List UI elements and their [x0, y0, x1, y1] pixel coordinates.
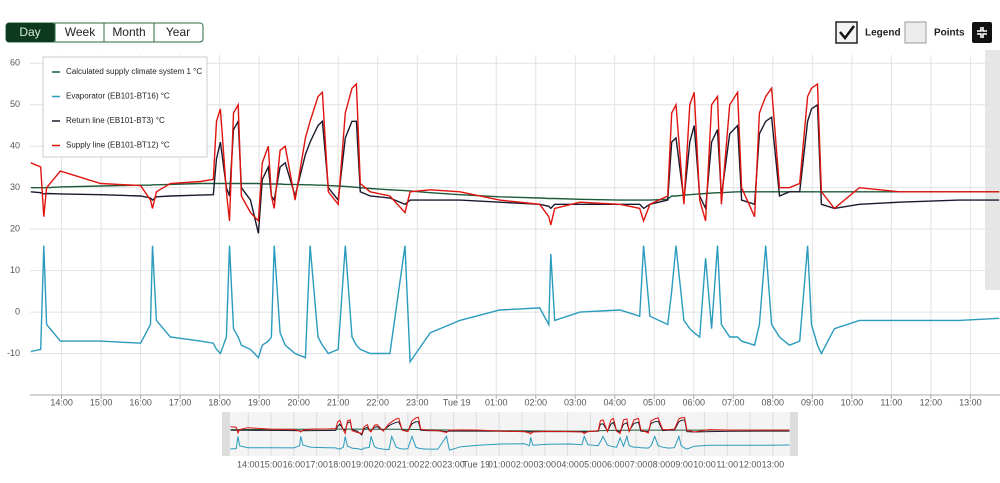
x-tick-label: 21:00 [327, 397, 350, 407]
x-tick-label: 08:00 [762, 397, 785, 407]
fullscreen-button[interactable] [972, 22, 992, 43]
x-tick-label: 22:00 [366, 397, 389, 407]
legend-label: Supply line (EB101-BT12) °C [66, 141, 170, 150]
legend-label: Return line (EB101-BT3) °C [66, 116, 165, 125]
x-tick-label: 03:00 [564, 397, 587, 407]
y-tick-label: 20 [10, 224, 20, 234]
navigator-tick-label: 06:00 [602, 459, 625, 469]
range-button-selected[interactable] [6, 23, 55, 42]
x-tick-label: 14:00 [50, 397, 73, 407]
navigator-tick-label: 18:00 [328, 459, 351, 469]
navigator-tick-label: 21:00 [397, 459, 420, 469]
x-tick-label: 04:00 [604, 397, 627, 407]
navigator-tick-label: 03:00 [534, 459, 557, 469]
series-line [30, 245, 1000, 364]
navigator-tick-label: 13:00 [762, 459, 785, 469]
x-tick-label: 16:00 [129, 397, 152, 407]
navigator-handle[interactable] [790, 412, 798, 456]
y-tick-label: 50 [10, 99, 20, 109]
navigator-line [230, 434, 790, 451]
navigator-tick-label: 22:00 [419, 459, 442, 469]
navigator-tick-label: 16:00 [283, 459, 306, 469]
navigator-tick-label: 17:00 [305, 459, 328, 469]
series-line [30, 182, 1000, 201]
series-line [30, 82, 1000, 226]
navigator-line [230, 419, 790, 436]
points-toggle-label[interactable]: Points [934, 28, 965, 39]
navigator-tick-label: 09:00 [670, 459, 693, 469]
x-tick-label: 23:00 [406, 397, 429, 407]
x-tick-label: 11:00 [880, 397, 902, 407]
navigator-line [230, 416, 790, 436]
navigator-tick-label: 23:00 [442, 459, 465, 469]
x-tick-label: 17:00 [169, 397, 192, 407]
y-tick-label: 10 [10, 265, 20, 275]
navigator-tick-label: Tue 19 [463, 459, 491, 469]
y-tick-label: 0 [15, 306, 20, 316]
x-tick-label: 02:00 [524, 397, 547, 407]
navigator-tick-label: 07:00 [625, 459, 648, 469]
navigator-tick-label: 11:00 [716, 459, 738, 469]
x-tick-label: 07:00 [722, 397, 745, 407]
legend-label: Calculated supply climate system 1 °C [66, 67, 202, 76]
y-tick-label: -10 [7, 348, 20, 358]
navigator-tick-label: 01:00 [488, 459, 511, 469]
y-tick-label: 60 [10, 58, 20, 68]
navigator-tick-label: 08:00 [648, 459, 671, 469]
navigator-tick-label: 02:00 [511, 459, 534, 469]
navigator-tick-label: 15:00 [260, 459, 283, 469]
x-tick-label: 18:00 [208, 397, 231, 407]
x-tick-label: 09:00 [801, 397, 824, 407]
legend-toggle-label[interactable]: Legend [865, 28, 901, 39]
x-tick-label: 19:00 [248, 397, 271, 407]
x-tick-label: 06:00 [683, 397, 706, 407]
range-button[interactable]: Year [166, 25, 190, 39]
x-tick-label: 05:00 [643, 397, 666, 407]
range-button[interactable]: Week [65, 25, 96, 39]
navigator-tick-label: 14:00 [237, 459, 260, 469]
scroll-strip [985, 50, 1000, 290]
navigator-tick-label: 05:00 [579, 459, 602, 469]
x-tick-label: 12:00 [920, 397, 943, 407]
navigator-handle[interactable] [222, 412, 230, 456]
series-line [30, 103, 1000, 234]
legend-box [42, 56, 208, 158]
x-tick-label: 13:00 [959, 397, 982, 407]
navigator-tick-label: 04:00 [556, 459, 579, 469]
x-tick-label: 10:00 [841, 397, 864, 407]
x-tick-label: 01:00 [485, 397, 508, 407]
legend-checkbox[interactable] [835, 21, 858, 44]
checkmark [839, 25, 855, 41]
x-tick-label: 15:00 [90, 397, 113, 407]
x-tick-label: 20:00 [287, 397, 310, 407]
fullscreen-icon [977, 27, 987, 38]
navigator [230, 412, 790, 456]
navigator-tick-label: 19:00 [351, 459, 374, 469]
range-button[interactable]: Day [19, 25, 40, 39]
points-checkbox[interactable] [904, 21, 927, 44]
range-button[interactable]: Month [112, 25, 145, 39]
y-tick-label: 40 [10, 141, 20, 151]
y-tick-label: 30 [10, 182, 20, 192]
navigator-tick-label: 10:00 [693, 459, 716, 469]
navigator-tick-label: 12:00 [739, 459, 762, 469]
x-tick-label: Tue 19 [443, 397, 471, 407]
navigator-tick-label: 20:00 [374, 459, 397, 469]
legend-label: Evaporator (EB101-BT16) °C [66, 92, 170, 101]
